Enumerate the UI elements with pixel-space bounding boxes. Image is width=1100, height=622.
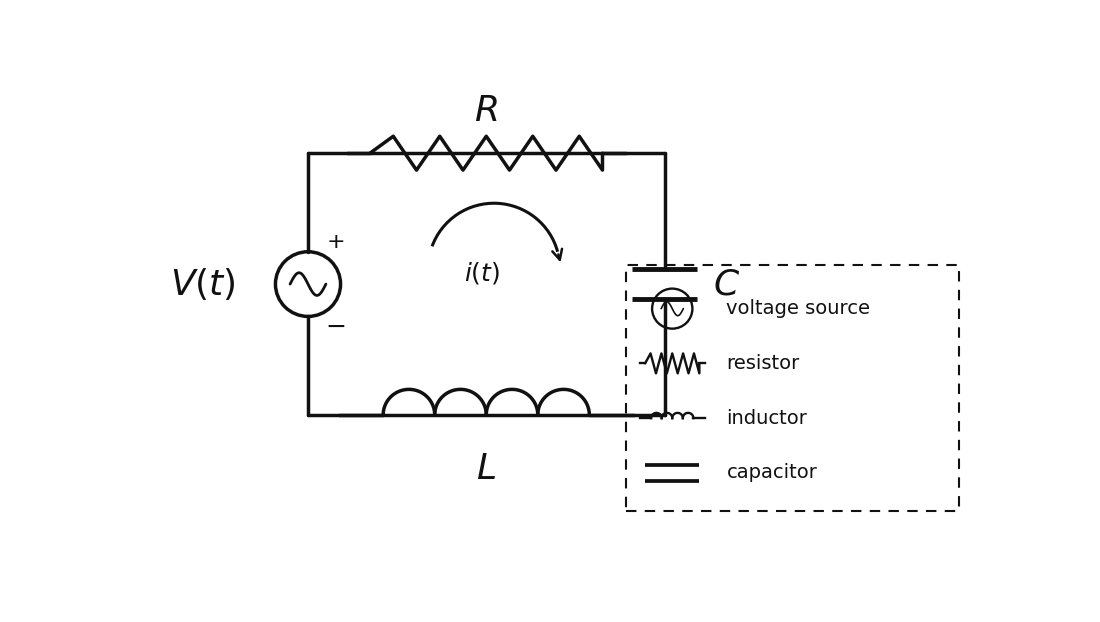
Text: $L$: $L$ — [476, 452, 496, 486]
Text: capacitor: capacitor — [726, 463, 817, 483]
Text: $-$: $-$ — [324, 315, 345, 338]
Text: voltage source: voltage source — [726, 299, 870, 318]
Text: $R$: $R$ — [474, 94, 498, 128]
Text: $V(t)$: $V(t)$ — [170, 266, 236, 302]
Text: resistor: resistor — [726, 354, 800, 373]
Text: inductor: inductor — [726, 409, 807, 428]
Text: $C$: $C$ — [713, 267, 740, 301]
Text: $i(t)$: $i(t)$ — [464, 259, 500, 285]
Text: $+$: $+$ — [326, 231, 344, 253]
